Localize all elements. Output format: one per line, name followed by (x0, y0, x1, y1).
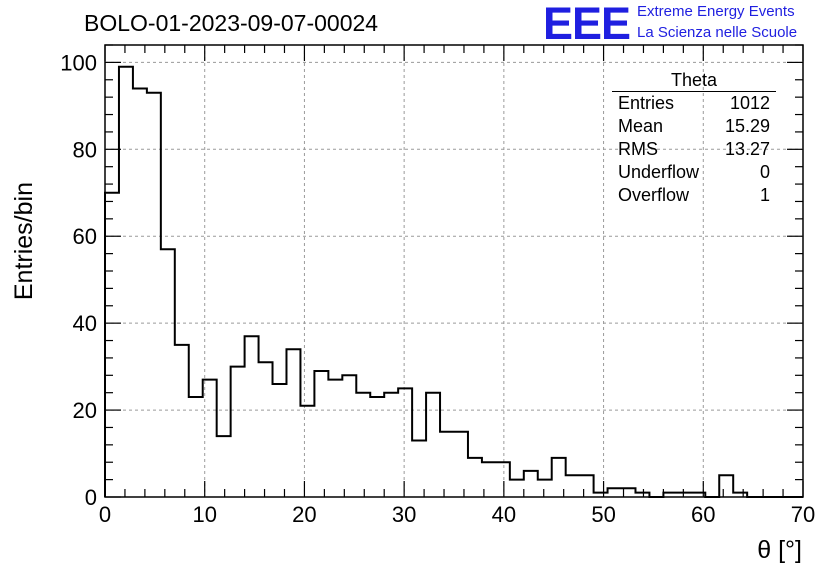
stats-value: 15.29 (724, 116, 770, 136)
stats-row-underflow: Underflow 0 (612, 161, 776, 184)
chart-title: BOLO-01-2023-09-07-00024 (84, 10, 379, 36)
x-tick-label: 60 (691, 502, 715, 527)
stats-label: Overflow (618, 185, 690, 205)
stats-label: Underflow (618, 162, 700, 182)
x-tick-label: 50 (591, 502, 615, 527)
stats-row-entries: Entries 1012 (612, 92, 776, 115)
x-tick-labels: 0 10 20 30 40 50 60 70 (99, 502, 815, 527)
stats-row-mean: Mean 15.29 (612, 115, 776, 138)
eee-logo: EEE (543, 0, 631, 49)
y-tick-label: 20 (73, 398, 97, 423)
y-tick-label: 100 (60, 50, 97, 75)
y-tick-label: 80 (73, 137, 97, 162)
logo-line-2: La Scienza nelle Scuole (637, 24, 798, 41)
stats-label: Mean (618, 116, 664, 136)
stats-box: Theta Entries 1012 Mean 15.29 RMS 13.27 … (612, 70, 776, 207)
x-tick-label: 10 (192, 502, 216, 527)
grid-lines (105, 45, 803, 497)
stats-title: Theta (612, 70, 776, 92)
stats-value: 13.27 (724, 139, 770, 159)
stats-value: 1012 (729, 93, 770, 113)
y-tick-label: 0 (85, 485, 97, 510)
stats-value: 1 (759, 185, 770, 205)
stats-row-overflow: Overflow 1 (612, 184, 776, 207)
y-axis-label: Entries/bin (10, 182, 38, 300)
stats-label: RMS (618, 139, 658, 159)
x-tick-label: 40 (492, 502, 516, 527)
x-tick-label: 30 (392, 502, 416, 527)
y-tick-label: 40 (73, 311, 97, 336)
stats-row-rms: RMS 13.27 (612, 138, 776, 161)
x-tick-label: 20 (292, 502, 316, 527)
stats-label: Entries (618, 93, 675, 113)
y-tick-label: 60 (73, 224, 97, 249)
y-tick-labels: 0 20 40 60 80 100 (60, 50, 97, 510)
x-tick-label: 70 (791, 502, 815, 527)
stats-value: 0 (759, 162, 770, 182)
x-tick-label: 0 (99, 502, 111, 527)
histogram-line (104, 65, 803, 498)
logo-line-1: Extreme Energy Events (637, 3, 795, 20)
x-axis-label: θ [°] (757, 536, 802, 564)
